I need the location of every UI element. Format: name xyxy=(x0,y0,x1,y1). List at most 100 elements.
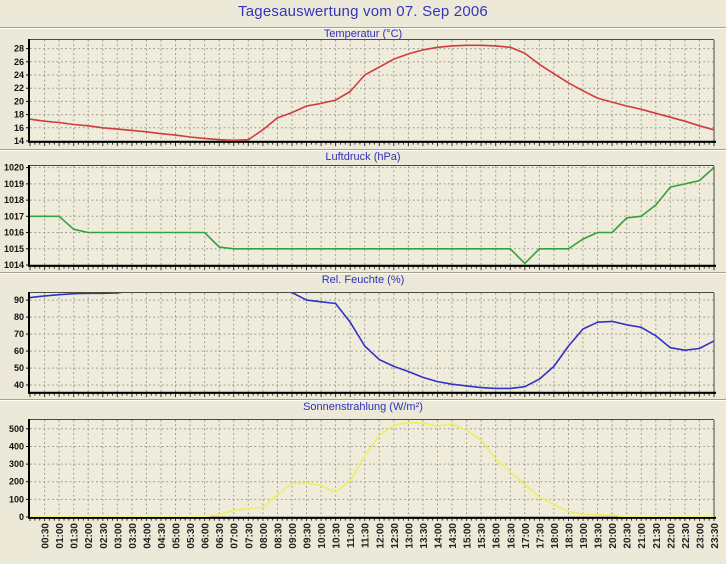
x-tick-label: 17:00 xyxy=(521,523,532,549)
series-line xyxy=(30,293,714,390)
radiation-chart: 0 100 200 300 400 500 xyxy=(9,419,716,521)
x-axis-labels-svg: 00:30 01:00 01:30 02:00 02:30 03:00 03:30 04:00… xyxy=(41,523,721,549)
x-tick-label: 14:00 xyxy=(434,523,445,549)
separator xyxy=(0,149,726,151)
y-tick-label: 16 xyxy=(14,123,24,133)
x-tick-label: 03:00 xyxy=(113,523,124,549)
gridlines xyxy=(30,166,714,265)
x-tick-label: 01:00 xyxy=(55,523,66,549)
y-tick-label: 24 xyxy=(14,70,24,80)
y-tick-label: 1019 xyxy=(4,179,24,189)
separator xyxy=(0,399,726,401)
x-tick-label: 12:00 xyxy=(375,523,386,549)
separator xyxy=(0,272,726,274)
x-tick-label: 16:30 xyxy=(506,523,517,549)
x-minor-ticks xyxy=(29,393,715,398)
x-tick-label: 12:30 xyxy=(390,523,401,549)
plot-background xyxy=(30,166,714,265)
x-tick-label: 14:30 xyxy=(448,523,459,549)
x-tick-label: 21:30 xyxy=(652,523,663,549)
pressure-chart: 1014 1015 1016 1017 1018 1019 1020 xyxy=(4,164,716,271)
x-tick-label: 08:00 xyxy=(259,523,270,549)
x-tick-label: 05:30 xyxy=(186,523,197,549)
y-tick-label: 1017 xyxy=(4,211,24,221)
x-tick-label: 00:30 xyxy=(41,523,52,549)
x-tick-label: 23:00 xyxy=(695,523,706,549)
plot-background xyxy=(30,420,714,517)
chart-title-humidity: Rel. Feuchte (%) xyxy=(321,274,405,286)
x-tick-label: 11:30 xyxy=(361,523,372,548)
y-tick-label: 1020 xyxy=(4,164,24,173)
chart-title-temperature: Temperatur (°C) xyxy=(323,28,403,40)
page-title: Tagesauswertung vom 07. Sep 2006 xyxy=(238,3,488,20)
gridlines xyxy=(30,40,714,141)
x-tick-label: 19:30 xyxy=(594,523,605,549)
plot-background xyxy=(30,40,714,141)
plot-background xyxy=(30,293,714,392)
series-line xyxy=(30,421,714,517)
x-tick-label: 05:00 xyxy=(172,523,183,549)
x-tick-label: 15:30 xyxy=(477,523,488,549)
temperature-chart: 14 16 18 20 22 24 26 28 xyxy=(14,39,716,147)
x-minor-ticks xyxy=(29,266,715,271)
y-tick-label: 400 xyxy=(9,442,24,452)
x-tick-label: 15:00 xyxy=(463,523,474,549)
chart-title-pressure: Luftdruck (hPa) xyxy=(325,151,401,163)
x-tick-label: 04:30 xyxy=(157,523,168,549)
x-tick-label: 13:30 xyxy=(419,523,430,549)
y-tick-label: 100 xyxy=(9,494,24,504)
x-tick-label: 07:30 xyxy=(244,523,255,549)
y-tick-label: 26 xyxy=(14,57,24,67)
x-tick-label: 13:00 xyxy=(404,523,415,549)
y-axis: 0 100 200 300 400 500 xyxy=(9,424,30,521)
x-tick-label: 09:00 xyxy=(288,523,299,549)
y-tick-label: 80 xyxy=(14,312,24,322)
x-tick-label: 07:00 xyxy=(230,523,241,549)
x-tick-label: 10:30 xyxy=(332,523,343,549)
x-tick-label: 18:00 xyxy=(550,523,561,549)
x-tick-label: 04:00 xyxy=(142,523,153,549)
x-tick-label: 22:30 xyxy=(681,523,692,549)
x-tick-label: 20:00 xyxy=(608,523,619,549)
x-tick-label: 02:30 xyxy=(99,523,110,549)
x-tick-label: 10:00 xyxy=(317,523,328,549)
y-tick-label: 90 xyxy=(14,295,24,305)
y-tick-label: 40 xyxy=(14,380,24,390)
y-tick-label: 50 xyxy=(14,363,24,373)
x-tick-label: 20:30 xyxy=(623,523,634,549)
x-tick-label: 02:00 xyxy=(84,523,95,549)
y-tick-label: 22 xyxy=(14,83,24,93)
x-tick-label: 19:00 xyxy=(579,523,590,549)
x-tick-label: 09:30 xyxy=(303,523,314,549)
y-tick-label: 300 xyxy=(9,459,24,469)
x-tick-label: 08:30 xyxy=(273,523,284,549)
gridlines xyxy=(30,293,714,392)
humidity-chart: 40 50 60 70 80 90 xyxy=(14,292,716,398)
x-tick-label: 06:00 xyxy=(201,523,212,549)
x-tick-label: 22:00 xyxy=(666,523,677,549)
x-tick-label: 11:00 xyxy=(346,523,357,548)
y-axis: 1014 1015 1016 1017 1018 1019 1020 xyxy=(4,164,30,270)
y-axis: 40 50 60 70 80 90 xyxy=(14,295,30,390)
x-tick-label: 03:30 xyxy=(128,523,139,549)
y-tick-label: 1014 xyxy=(4,260,24,270)
y-tick-label: 1015 xyxy=(4,244,24,254)
y-tick-label: 1016 xyxy=(4,228,24,238)
chart-title-radiation: Sonnenstrahlung (W/m²) xyxy=(303,401,423,413)
x-minor-ticks xyxy=(29,518,715,521)
series-line xyxy=(30,44,714,141)
y-axis: 14 16 18 20 22 24 26 28 xyxy=(14,44,30,146)
x-tick-label: 21:00 xyxy=(637,523,648,549)
y-tick-label: 200 xyxy=(9,477,24,487)
y-tick-label: 20 xyxy=(14,96,24,106)
y-tick-label: 0 xyxy=(19,512,24,521)
separator xyxy=(0,27,726,29)
y-tick-label: 60 xyxy=(14,346,24,356)
x-tick-label: 16:00 xyxy=(492,523,503,549)
y-tick-label: 28 xyxy=(14,44,24,54)
x-tick-label: 18:30 xyxy=(565,523,576,549)
y-tick-label: 1018 xyxy=(4,195,24,205)
y-tick-label: 18 xyxy=(14,110,24,120)
gridlines xyxy=(30,420,714,517)
